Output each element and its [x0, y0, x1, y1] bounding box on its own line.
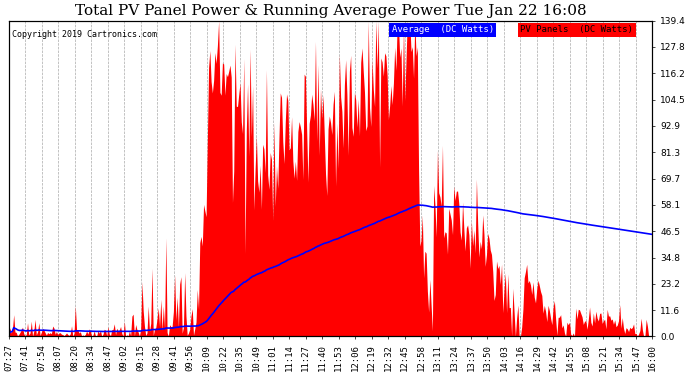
Text: Average  (DC Watts): Average (DC Watts)	[392, 26, 494, 34]
Text: PV Panels  (DC Watts): PV Panels (DC Watts)	[520, 26, 633, 34]
Title: Total PV Panel Power & Running Average Power Tue Jan 22 16:08: Total PV Panel Power & Running Average P…	[75, 4, 586, 18]
Text: Copyright 2019 Cartronics.com: Copyright 2019 Cartronics.com	[12, 30, 157, 39]
